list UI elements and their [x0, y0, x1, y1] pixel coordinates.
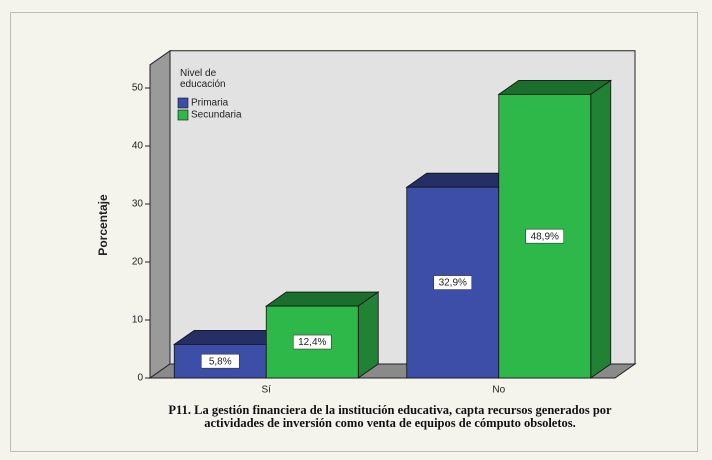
legend-title: Nivel de educación: [180, 68, 226, 90]
side-wall: [149, 49, 171, 379]
value-label: 5,8%: [209, 356, 232, 367]
value-label: 32,9%: [439, 278, 467, 289]
legend-label: Primaria: [191, 98, 229, 109]
value-label: 12,4%: [298, 337, 326, 348]
frame: [10, 12, 698, 452]
value-label: 48,9%: [531, 231, 559, 242]
legend-swatch: [177, 109, 189, 121]
value-label-box: [200, 353, 240, 369]
x-tick-label: No: [492, 385, 505, 396]
value-label-box: [525, 228, 565, 244]
bar-side: [357, 291, 379, 379]
legend-swatch: [177, 97, 189, 109]
x-tick-label: Sí: [262, 385, 272, 396]
y-tick-label: 0: [137, 373, 143, 384]
y-tick-label: 30: [132, 199, 144, 210]
legend-label: Secundaria: [191, 110, 242, 121]
bar-side: [590, 79, 612, 379]
y-tick-label: 10: [132, 315, 144, 326]
y-tick-label: 50: [132, 83, 144, 94]
y-tick-label: 20: [132, 257, 144, 268]
value-label-box: [433, 275, 473, 290]
value-label-box: [292, 334, 332, 350]
y-axis-label: Porcentaje: [96, 194, 110, 256]
chart-title: P11. La gestión financiera de la institu…: [168, 403, 612, 430]
y-tick-label: 40: [132, 141, 144, 152]
